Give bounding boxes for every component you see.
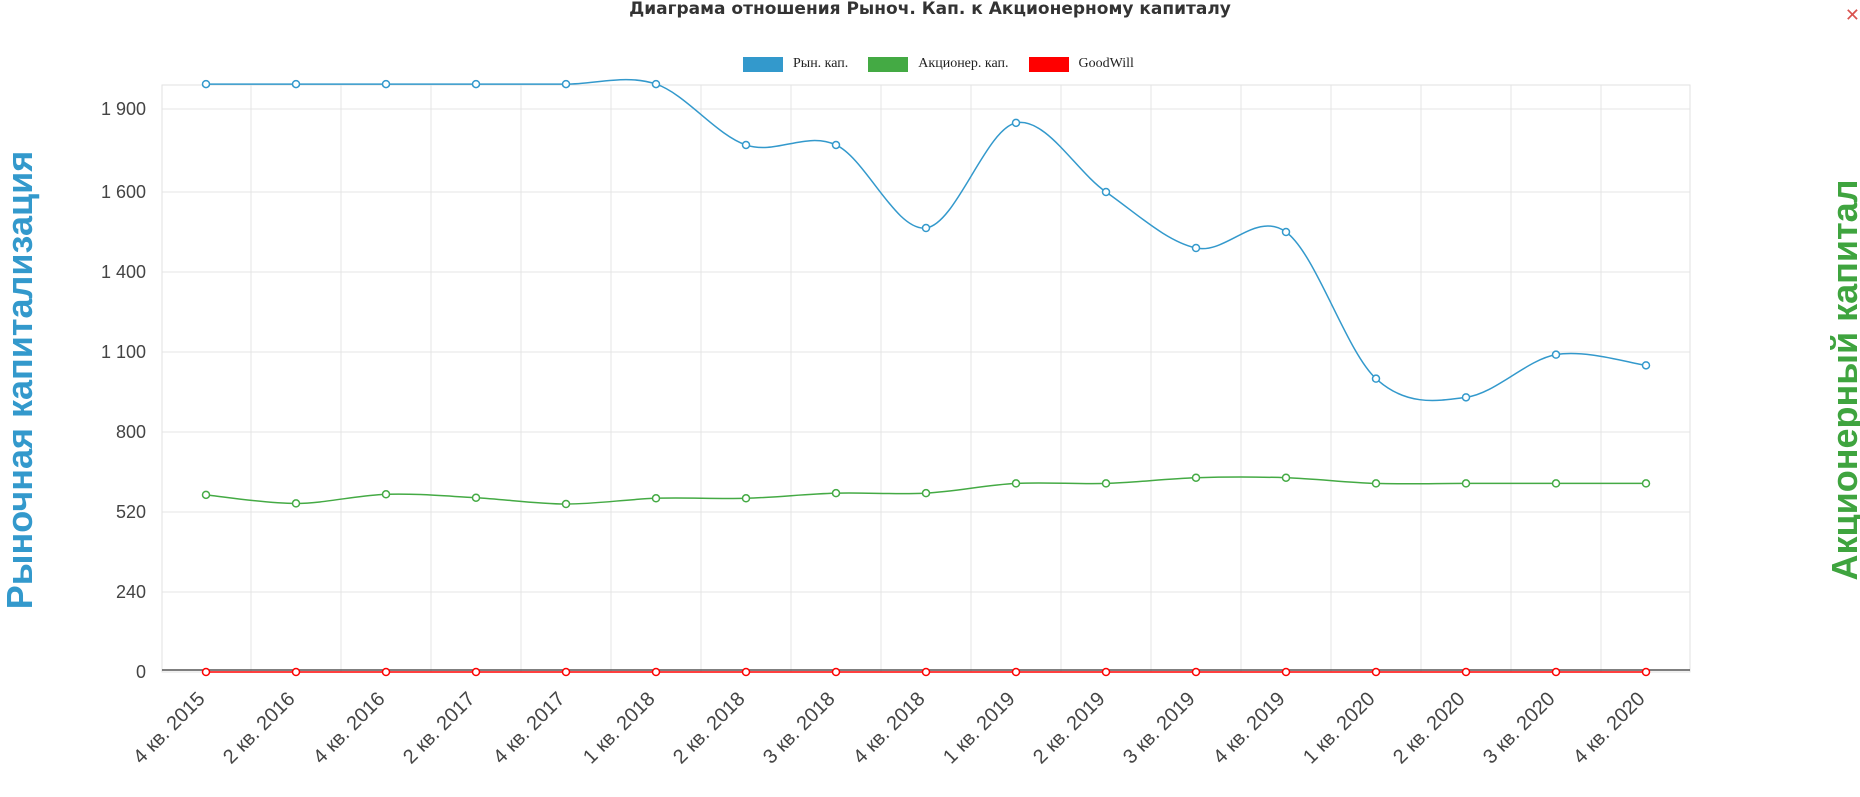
data-point-equity [1191,473,1201,482]
legend-label-equity: Акционер. кап. [918,56,1009,71]
data-point-market-cap [561,79,571,89]
x-tick-label: 3 кв. 2019 [1119,688,1199,768]
data-point-equity [1641,479,1651,488]
data-point-equity [1551,479,1561,488]
legend: Рын. кап. Акционер. кап. GoodWill [743,56,1134,72]
data-point-market-cap [1641,361,1651,370]
data-point-goodwill [381,667,391,677]
x-tick-label: 3 кв. 2020 [1479,688,1559,768]
legend-label-market-cap: Рын. кап. [793,56,849,71]
data-point-market-cap [471,79,481,89]
legend-swatch-market-cap [743,56,783,72]
data-point-goodwill [1191,667,1201,677]
data-point-market-cap [1371,374,1381,383]
data-point-equity [1101,479,1111,488]
data-point-market-cap [381,79,391,89]
y-tick-label: 1 400 [101,262,146,282]
x-tick-label: 4 кв. 2016 [309,688,389,768]
data-point-equity [831,488,841,498]
data-point-goodwill [1281,667,1291,677]
data-point-equity [921,488,931,498]
data-point-market-cap [1101,187,1111,197]
data-point-equity [1461,479,1471,488]
data-point-equity [1011,479,1021,488]
data-point-market-cap [651,79,661,89]
x-tick-label: 4 кв. 2017 [489,688,569,768]
data-point-equity [471,493,481,502]
x-tick-label: 4 кв. 2019 [1209,688,1289,768]
data-point-equity [561,499,571,509]
x-tick-label: 1 кв. 2020 [1299,688,1379,768]
data-point-market-cap [201,79,211,89]
data-point-market-cap [921,223,931,233]
data-point-goodwill [561,667,571,677]
x-tick-label: 4 кв. 2015 [129,688,209,768]
data-point-market-cap [1281,227,1291,237]
data-point-goodwill [1011,667,1021,677]
legend-label-goodwill: GoodWill [1078,56,1134,71]
legend-item-goodwill[interactable]: GoodWill [1028,56,1134,72]
y-tick-label: 0 [136,662,146,682]
data-point-market-cap [1011,118,1021,128]
y-tick-label: 800 [116,422,146,442]
y-tick-label: 1 600 [101,182,146,202]
data-point-goodwill [921,667,931,677]
data-point-goodwill [1641,667,1651,677]
plot-frame [161,84,1691,673]
data-point-equity [1371,479,1381,488]
chart-title: Диаграма отношения Рыноч. Кап. к Акционе… [629,0,1231,19]
data-point-goodwill [291,667,301,677]
data-point-market-cap [291,79,301,89]
y-tick-label: 1 100 [101,342,146,362]
data-point-market-cap [1461,393,1471,402]
data-point-equity [381,490,391,499]
data-point-goodwill [651,667,661,677]
data-point-goodwill [1371,667,1381,677]
legend-swatch-equity [868,56,909,72]
x-tick-label: 1 кв. 2018 [579,688,659,768]
y-tick-label: 1 900 [101,99,146,119]
x-tick-label: 2 кв. 2020 [1389,688,1469,768]
data-point-equity [1281,473,1291,482]
data-point-goodwill [1551,667,1561,677]
data-point-equity [741,494,751,503]
legend-item-equity[interactable]: Акционер. кап. [868,56,1009,72]
data-point-goodwill [1101,667,1111,677]
legend-item-market-cap[interactable]: Рын. кап. [743,56,848,72]
x-tick-label: 4 кв. 2018 [849,688,929,768]
x-tick-label: 2 кв. 2018 [669,688,749,768]
y-tick-label: 240 [116,582,146,602]
legend-swatch-goodwill [1028,56,1069,72]
x-tick-label: 4 кв. 2020 [1569,688,1649,768]
data-point-equity [291,499,301,508]
data-point-market-cap [741,140,751,150]
data-point-market-cap [1551,350,1561,359]
data-point-goodwill [741,667,751,677]
x-tick-label: 1 кв. 2019 [939,688,1019,768]
x-tick-label: 2 кв. 2017 [399,688,479,768]
data-point-equity [651,494,661,503]
data-point-goodwill [471,667,481,677]
x-tick-label: 2 кв. 2016 [219,688,299,768]
x-tick-label: 2 кв. 2019 [1029,688,1109,768]
data-point-goodwill [831,667,841,677]
data-point-goodwill [201,667,211,677]
data-point-market-cap [831,140,841,150]
data-point-goodwill [1461,667,1471,677]
close-icon[interactable]: ✕ [1844,5,1860,25]
data-point-market-cap [1191,243,1201,253]
x-tick-label: 3 кв. 2018 [759,688,839,768]
y-tick-label: 520 [116,502,146,522]
data-point-equity [201,490,211,500]
